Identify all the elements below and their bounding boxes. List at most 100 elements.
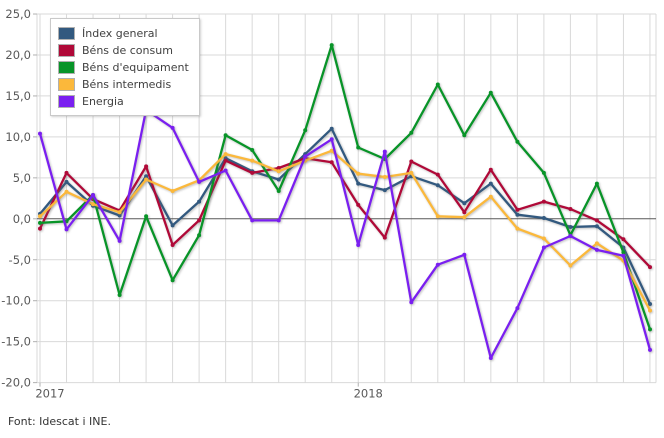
data-point <box>515 139 520 144</box>
data-point <box>144 214 149 219</box>
data-point <box>594 241 599 246</box>
series-index-general <box>38 126 652 306</box>
data-point <box>329 137 334 142</box>
data-point <box>117 213 122 218</box>
data-point <box>382 188 387 193</box>
data-point <box>435 82 440 87</box>
data-point <box>144 174 149 179</box>
data-point <box>64 179 69 184</box>
data-point <box>117 293 122 297</box>
data-point <box>329 126 334 131</box>
data-point <box>409 300 414 305</box>
data-point <box>594 181 599 186</box>
data-point <box>64 170 69 175</box>
legend-label: Índex general <box>82 27 158 40</box>
data-point <box>621 253 626 258</box>
data-point <box>568 225 573 229</box>
legend-item-bens-de-consum: Béns de consum <box>58 42 189 59</box>
data-point <box>356 181 361 186</box>
legend-item-bens-intermedis: Béns intermedis <box>58 76 189 93</box>
data-point <box>197 199 202 204</box>
legend-item-energia: Energia <box>58 93 189 110</box>
data-point <box>170 278 175 283</box>
data-point <box>276 177 281 182</box>
legend-item-index-general: Índex general <box>58 25 189 42</box>
data-point <box>435 183 440 188</box>
data-point <box>648 327 652 332</box>
data-point <box>515 306 520 311</box>
legend-swatch-icon <box>58 61 75 74</box>
data-point <box>409 159 414 164</box>
data-point <box>329 160 334 165</box>
x-year-label: 2017 <box>35 387 64 401</box>
data-point <box>223 158 228 163</box>
data-point <box>303 154 308 159</box>
data-point <box>594 247 599 252</box>
data-point <box>356 202 361 207</box>
y-tick-label: 20,0 <box>5 48 31 62</box>
legend-label: Béns intermedis <box>82 78 172 91</box>
data-point <box>462 201 467 206</box>
data-point <box>621 237 626 242</box>
data-point <box>117 238 122 243</box>
data-point <box>38 226 42 231</box>
data-point <box>648 347 652 352</box>
series-bens-intermedis <box>38 148 652 313</box>
data-point <box>250 158 255 163</box>
data-point <box>515 207 520 212</box>
data-point <box>488 194 493 199</box>
legend-label: Béns de consum <box>82 44 173 57</box>
data-point <box>568 234 573 238</box>
data-point <box>38 214 42 219</box>
data-point <box>329 148 334 153</box>
data-point <box>170 125 175 130</box>
data-point <box>64 227 69 232</box>
data-point <box>250 170 255 175</box>
y-tick-label: -15,0 <box>1 335 31 349</box>
data-point <box>144 164 149 169</box>
data-point <box>488 181 493 186</box>
data-point <box>91 193 95 197</box>
data-point <box>594 218 599 223</box>
data-point <box>515 212 520 217</box>
data-point <box>648 302 652 306</box>
data-point <box>303 128 308 133</box>
data-point <box>541 216 546 220</box>
data-point <box>435 214 440 219</box>
y-tick-label: 10,0 <box>5 130 31 144</box>
data-point <box>223 168 228 173</box>
data-point <box>462 210 467 215</box>
legend-swatch-icon <box>58 78 75 91</box>
data-point <box>356 145 361 150</box>
legend-label: Energia <box>82 95 124 108</box>
legend-label: Béns d'equipament <box>82 61 189 74</box>
data-point <box>382 235 387 240</box>
legend-swatch-icon <box>58 27 75 40</box>
data-point <box>648 308 652 313</box>
data-point <box>197 233 202 238</box>
data-point <box>621 250 626 255</box>
data-point <box>541 236 546 241</box>
series-line-bens-de-consum <box>38 157 652 269</box>
data-point <box>276 189 281 193</box>
y-tick-label: 15,0 <box>5 89 31 103</box>
data-point <box>382 149 387 154</box>
data-point <box>64 189 69 194</box>
data-point <box>356 243 361 247</box>
data-point <box>435 262 440 267</box>
y-tick-label: -20,0 <box>1 376 31 390</box>
data-point <box>329 43 334 48</box>
data-point <box>276 218 281 223</box>
x-year-label: 2018 <box>354 387 383 401</box>
data-point <box>488 167 493 172</box>
data-point <box>144 177 149 182</box>
data-point <box>38 131 42 136</box>
data-point <box>594 224 599 229</box>
legend-swatch-icon <box>58 44 75 57</box>
data-point <box>648 265 652 270</box>
series-line-energia <box>38 108 652 360</box>
series-line-index-general <box>38 127 652 306</box>
data-point <box>223 133 228 138</box>
data-point <box>170 243 175 247</box>
